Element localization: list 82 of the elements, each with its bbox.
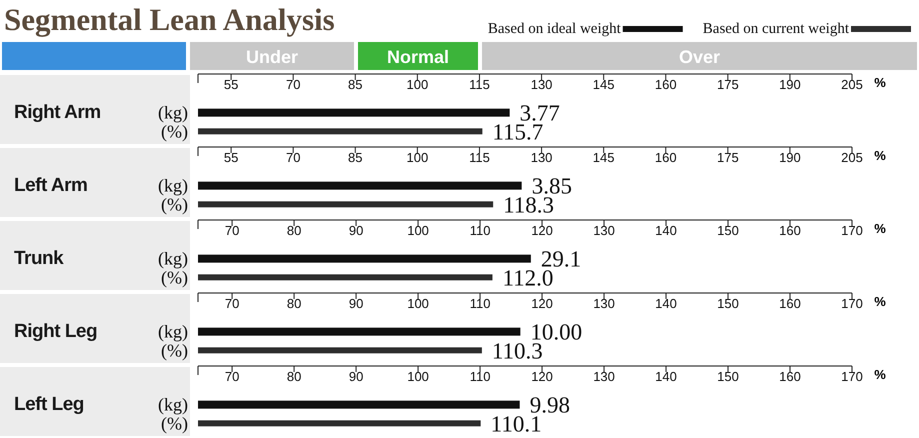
x-tick-label: 85 <box>348 150 363 165</box>
x-tick-label: 160 <box>654 150 677 165</box>
x-tick-label: 90 <box>348 369 364 384</box>
x-tick-label: 55 <box>224 150 238 165</box>
y-axis-title: Trunk <box>14 248 64 269</box>
y-axis-title: Left Leg <box>14 394 84 415</box>
text: Normal <box>386 47 450 67</box>
x-tick-label: 115 <box>469 150 490 165</box>
x-tick-label: 145 <box>592 77 614 92</box>
x-tick-label: 130 <box>530 150 552 165</box>
data-label: 110.3 <box>492 338 543 364</box>
y-tick-label: (%) <box>161 413 188 434</box>
x-tick-label: 90 <box>348 223 364 238</box>
x-tick-label: 140 <box>655 223 677 238</box>
x-tick-label: 205 <box>841 77 863 92</box>
y-axis-title: Right Arm <box>14 102 101 123</box>
x-tick-label: 100 <box>407 223 429 238</box>
x-tick-label: 110 <box>470 296 490 311</box>
x-tick-label: 150 <box>717 369 739 384</box>
annotation: 3.77 <box>520 100 560 126</box>
y-tick-label: (%) <box>161 121 188 142</box>
x-tick-label: 120 <box>531 369 553 384</box>
x-tick-label: 160 <box>654 77 677 92</box>
x-tick-label: 160 <box>779 223 801 238</box>
x-tick-label: 170 <box>841 223 863 238</box>
y-tick-label: (kg) <box>158 102 188 123</box>
x-tick-label: 100 <box>407 296 429 311</box>
x-tick-label: 70 <box>224 369 240 384</box>
x-tick-label: 160 <box>779 296 801 311</box>
y-tick-label: (%) <box>161 267 188 288</box>
x-tick-label: 120 <box>531 223 553 238</box>
text: Segmental Lean Analysis <box>4 2 335 37</box>
x-tick-label: 170 <box>841 369 863 384</box>
x-tick-label: 175 <box>716 150 739 165</box>
data-label: 112.0 <box>502 265 554 290</box>
x-tick-label: 100 <box>406 77 428 92</box>
x-tick-label: 130 <box>593 369 615 384</box>
x-tick-label: 120 <box>531 296 553 311</box>
x-tick-label: 175 <box>716 77 739 92</box>
y-tick-label: (kg) <box>158 394 188 415</box>
x-tick-label: 190 <box>779 77 801 92</box>
y-tick-label: (%) <box>161 194 188 214</box>
legend-label: Based on ideal weight <box>488 21 622 37</box>
x-tick-label: 150 <box>717 223 739 238</box>
x-tick-label: 80 <box>286 296 302 311</box>
x-tick-label: 100 <box>407 369 429 384</box>
x-tick-label: 205 <box>841 150 863 165</box>
x-tick-label: 130 <box>593 296 615 311</box>
x-axis-title: % <box>874 75 886 90</box>
x-axis-title: % <box>874 294 886 309</box>
x-axis-title: % <box>874 148 886 163</box>
x-tick-label: 70 <box>224 223 240 238</box>
x-axis-title: % <box>874 221 886 236</box>
x-tick-label: 140 <box>655 296 677 311</box>
x-tick-label: 90 <box>348 296 364 311</box>
y-tick-label: (kg) <box>158 248 188 269</box>
x-tick-label: 160 <box>779 369 801 384</box>
x-tick-label: 145 <box>592 150 614 165</box>
x-tick-label: 85 <box>348 77 363 92</box>
x-tick-label: 70 <box>286 150 300 165</box>
x-tick-label: 55 <box>224 77 238 92</box>
x-tick-label: 70 <box>224 296 240 311</box>
x-tick-label: 130 <box>593 223 615 238</box>
y-axis-title: Right Leg <box>14 321 98 342</box>
x-tick-label: 170 <box>841 296 863 311</box>
y-tick-label: (kg) <box>158 176 188 196</box>
y-tick-label: (kg) <box>158 322 188 342</box>
x-tick-label: 115 <box>469 77 490 92</box>
x-tick-label: 110 <box>470 369 490 384</box>
x-tick-label: 130 <box>530 77 552 92</box>
x-tick-label: 100 <box>406 150 428 165</box>
x-tick-label: 80 <box>286 223 302 238</box>
legend-label: Based on current weight <box>702 21 850 37</box>
x-axis-title: % <box>874 367 886 382</box>
x-tick-label: 110 <box>470 223 490 238</box>
y-axis-title: Left Arm <box>14 175 88 196</box>
y-tick-label: (%) <box>161 340 188 360</box>
x-tick-label: 80 <box>286 369 302 384</box>
x-tick-label: 190 <box>779 150 801 165</box>
x-tick-label: 150 <box>717 296 739 311</box>
x-tick-label: 140 <box>655 369 677 384</box>
x-tick-label: 70 <box>286 77 300 92</box>
